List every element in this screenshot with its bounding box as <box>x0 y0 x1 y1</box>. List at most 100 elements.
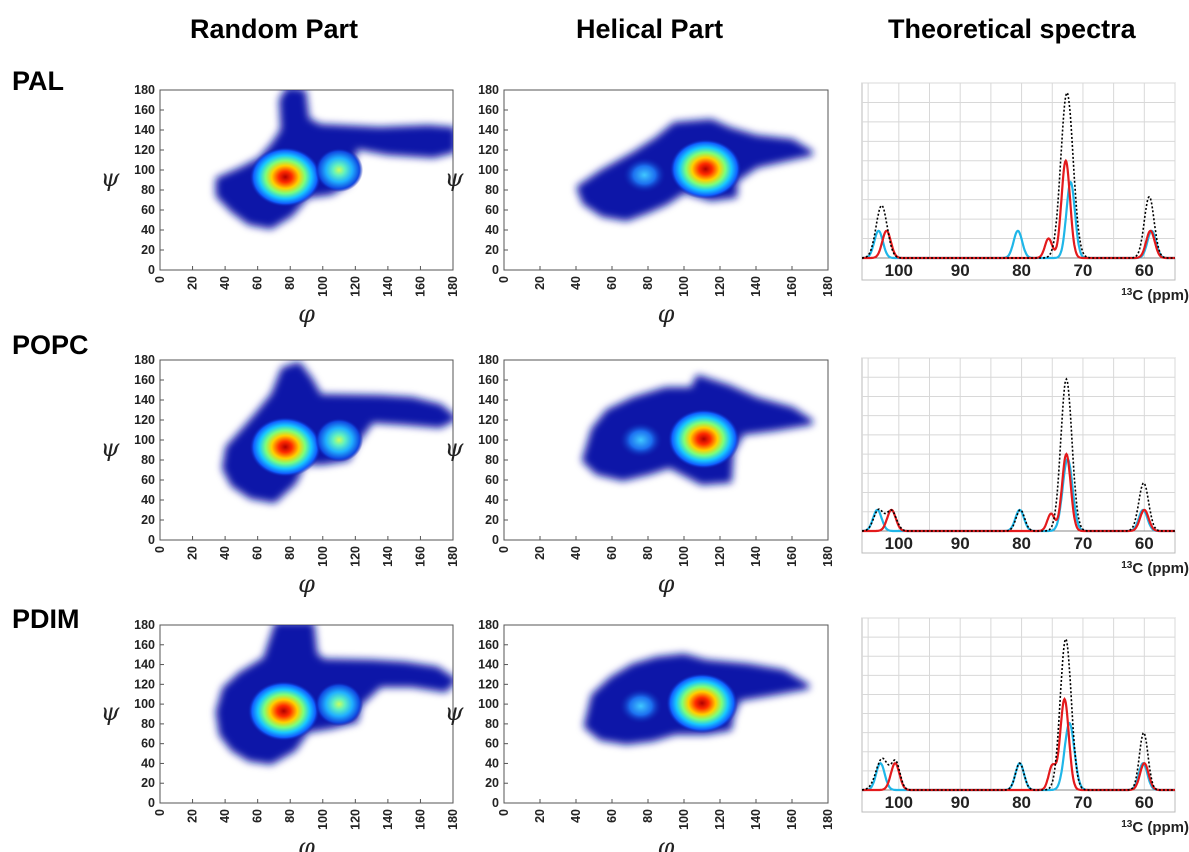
x-tick-label: 140 <box>381 276 395 297</box>
x-tick-label: 80 <box>1012 261 1031 280</box>
spectrum-series-red <box>862 158 1175 260</box>
x-tick-label: 160 <box>413 276 427 297</box>
header-random-part: Random Part <box>190 14 359 44</box>
x-tick-label: 60 <box>605 809 619 823</box>
ramachandran-plot: 0 20 40 60 80 100 120 140 160 180 0 20 40 60 80 100 120 1… <box>445 83 835 328</box>
density-region-group <box>215 625 453 765</box>
x-tick-label: 160 <box>413 809 427 830</box>
hotspot-low <box>622 157 667 193</box>
x-tick-label: 80 <box>283 809 297 823</box>
x-tick-label: 20 <box>186 809 200 823</box>
x-tick-label: 160 <box>785 809 799 830</box>
spectrum-series-total <box>861 637 1175 791</box>
y-tick-label: 40 <box>485 223 499 237</box>
y-tick-label: 0 <box>492 796 499 810</box>
x-axis-label: φ <box>298 570 315 598</box>
hotspot-max <box>247 681 320 742</box>
x-tick-label: 120 <box>713 809 727 830</box>
x-tick-label: 100 <box>316 809 330 830</box>
y-tick-label: 120 <box>478 143 499 157</box>
plot-frame <box>503 89 829 271</box>
x-tick-label: 80 <box>641 546 655 560</box>
header-theoretical-spectra: Theoretical spectra <box>888 14 1136 44</box>
y-tick-label: 60 <box>485 203 499 217</box>
x-tick-label: 80 <box>641 809 655 823</box>
x-tick-label: 20 <box>533 546 547 560</box>
x-tick-label: 0 <box>497 546 511 553</box>
x-axis-label: 13C (ppm) <box>1121 560 1189 578</box>
x-tick-label: 80 <box>641 276 655 290</box>
density-region-group <box>582 375 813 485</box>
x-tick-label: 120 <box>348 809 362 830</box>
x-tick-label: 0 <box>153 809 167 816</box>
x-axis-label: 13C (ppm) <box>1121 287 1189 305</box>
y-tick-label: 100 <box>134 163 155 177</box>
density-region-group <box>583 653 810 745</box>
hotspot-medium <box>315 148 364 192</box>
y-tick-label: 160 <box>478 103 499 117</box>
x-tick-label: 70 <box>1073 534 1092 553</box>
x-tick-label: 0 <box>153 546 167 553</box>
y-axis-label: ψ <box>445 164 465 192</box>
spectrum-plot: 100 90 80 70 60 13C (ppm) <box>861 357 1189 578</box>
y-tick-label: 40 <box>141 493 155 507</box>
y-tick-label: 140 <box>134 123 155 137</box>
y-tick-label: 20 <box>141 776 155 790</box>
hotspot-max <box>249 417 322 477</box>
x-tick-label: 90 <box>951 534 970 553</box>
density-region-group <box>215 90 453 229</box>
x-tick-label: 60 <box>1135 534 1154 553</box>
y-tick-label: 140 <box>478 123 499 137</box>
x-tick-label: 140 <box>381 546 395 567</box>
y-axis-label: ψ <box>445 698 465 726</box>
x-tick-label: 160 <box>413 546 427 567</box>
y-tick-label: 120 <box>478 413 499 427</box>
y-tick-label: 60 <box>141 737 155 751</box>
x-tick-label: 100 <box>677 809 691 830</box>
ramachandran-plot: 0 20 40 60 80 100 120 140 160 180 0 20 40 60 80 100 120 1… <box>101 83 460 328</box>
y-tick-label: 0 <box>148 533 155 547</box>
y-tick-label: 180 <box>478 83 499 97</box>
x-tick-label: 140 <box>749 276 763 297</box>
x-tick-label: 140 <box>381 809 395 830</box>
x-axis-label: 13C (ppm) <box>1121 819 1189 837</box>
spectrum-plot: 100 90 80 70 60 13C (ppm) <box>861 82 1189 305</box>
y-tick-label: 180 <box>134 618 155 632</box>
x-axis-label: φ <box>298 833 315 852</box>
y-axis-label: ψ <box>101 164 121 192</box>
x-tick-label: 60 <box>605 546 619 560</box>
y-tick-label: 20 <box>141 243 155 257</box>
y-tick-label: 140 <box>134 658 155 672</box>
y-tick-label: 160 <box>478 638 499 652</box>
x-tick-label: 0 <box>497 276 511 283</box>
y-tick-label: 160 <box>134 103 155 117</box>
x-tick-label: 180 <box>821 276 835 297</box>
x-tick-label: 40 <box>218 546 232 560</box>
x-tick-label: 180 <box>446 809 460 830</box>
y-tick-label: 40 <box>141 756 155 770</box>
plot-frame <box>861 357 1176 554</box>
y-tick-label: 140 <box>478 393 499 407</box>
x-tick-label: 180 <box>821 546 835 567</box>
y-tick-label: 60 <box>485 473 499 487</box>
x-tick-label: 40 <box>218 809 232 823</box>
y-tick-label: 20 <box>485 243 499 257</box>
y-axis-label: ψ <box>101 434 121 462</box>
y-tick-label: 100 <box>478 163 499 177</box>
x-axis-label: φ <box>658 570 675 598</box>
y-tick-label: 100 <box>478 697 499 711</box>
x-tick-label: 180 <box>821 809 835 830</box>
y-tick-label: 120 <box>134 413 155 427</box>
y-tick-label: 140 <box>134 393 155 407</box>
y-tick-label: 80 <box>485 453 499 467</box>
y-tick-label: 20 <box>485 513 499 527</box>
x-tick-label: 100 <box>677 546 691 567</box>
y-tick-label: 180 <box>478 353 499 367</box>
x-axis-label: φ <box>658 300 675 328</box>
y-tick-label: 120 <box>478 677 499 691</box>
y-tick-label: 0 <box>148 796 155 810</box>
y-tick-label: 180 <box>134 353 155 367</box>
y-tick-label: 160 <box>478 373 499 387</box>
x-tick-label: 20 <box>186 276 200 290</box>
